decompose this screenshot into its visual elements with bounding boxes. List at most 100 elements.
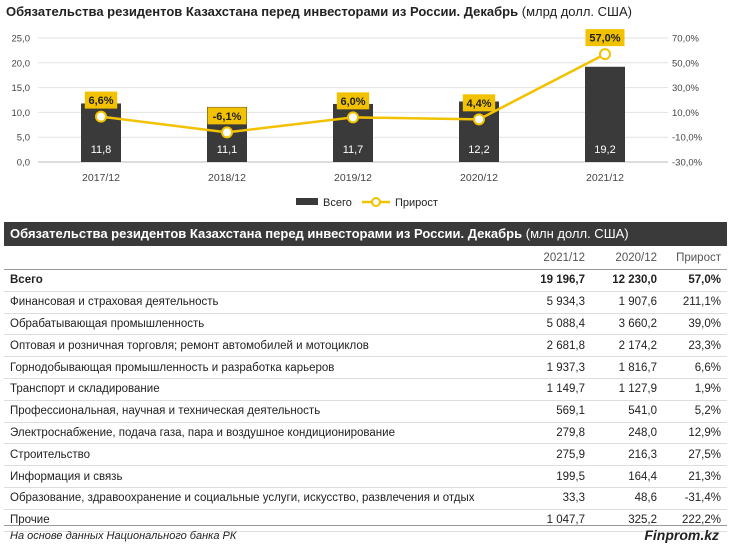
x-tick-label: 2020/12 (460, 172, 498, 184)
y-right-tick-label: 30,0% (672, 83, 699, 94)
col-header-2020: 2020/12 (591, 247, 663, 270)
y-left-tick-label: 15,0 (12, 83, 31, 94)
cell-2020: 12 230,0 (591, 269, 663, 292)
growth-value-label: 6,0% (340, 96, 365, 108)
table-row: Электроснабжение, подача газа, пара и во… (4, 422, 727, 445)
cell-2021: 5 088,4 (519, 313, 591, 336)
cell-2021: 2 681,8 (519, 334, 591, 358)
table-header-row: 2021/12 2020/12 Прирост (4, 247, 727, 270)
cell-2021: 1 149,7 (519, 378, 591, 401)
bar (585, 66, 625, 162)
growth-point (347, 111, 359, 124)
cell-growth: 1,9% (663, 378, 727, 401)
table-title-unit: (млн долл. США) (525, 226, 629, 241)
row-name: Финансовая и страховая деятельность (4, 291, 519, 314)
cell-2020: 48,6 (591, 487, 663, 510)
legend-swatch-bars (296, 198, 318, 205)
cell-2021: 33,3 (519, 487, 591, 510)
growth-label-box (84, 91, 118, 109)
row-name: Образование, здравоохранение и социальны… (4, 487, 519, 510)
cell-2021: 275,9 (519, 443, 591, 467)
table-row: Информация и связь 199,5 164,4 21,3% (4, 465, 727, 488)
table-row: Оптовая и розничная торговля; ремонт авт… (4, 334, 727, 358)
row-name: Всего (4, 269, 519, 292)
table-title-main: Обязательства резидентов Казахстана пере… (10, 226, 523, 241)
row-name: Профессиональная, научная и техническая … (4, 400, 519, 423)
row-name: Строительство (4, 443, 519, 467)
data-table: 2021/12 2020/12 Прирост Всего 19 196,7 12 … (4, 247, 727, 532)
table-row-total: Всего 19 196,7 12 230,0 57,0% (4, 269, 727, 292)
growth-point (221, 126, 233, 139)
cell-growth: 12,9% (663, 422, 727, 445)
cell-growth: 5,2% (663, 400, 727, 423)
cell-2021: 569,1 (519, 400, 591, 423)
x-tick-label: 2018/12 (208, 172, 246, 184)
x-tick-label: 2021/12 (586, 172, 624, 184)
y-left-tick-label: 5,0 (17, 133, 30, 144)
y-left-tick-label: 20,0 (12, 58, 31, 69)
y-left-tick-label: 25,0 (12, 34, 31, 45)
cell-2020: 541,0 (591, 400, 663, 423)
cell-2021: 1 937,3 (519, 356, 591, 379)
growth-point (473, 113, 485, 126)
y-left-tick-label: 0,0 (17, 158, 30, 169)
cell-2021: 199,5 (519, 465, 591, 488)
y-right-tick-label: -30,0% (672, 158, 703, 169)
col-header-2021: 2021/12 (519, 247, 591, 270)
y-right-tick-label: 50,0% (672, 58, 699, 69)
table-row: Обрабатывающая промышленность 5 088,4 3 66… (4, 313, 727, 336)
bar-value-label: 12,2 (468, 144, 489, 156)
cell-2020: 248,0 (591, 422, 663, 445)
cell-growth: 211,1% (663, 291, 727, 314)
col-header-growth: Прирост (663, 247, 727, 270)
row-name: Транспорт и складирование (4, 378, 519, 401)
cell-2021: 19 196,7 (519, 269, 591, 292)
y-right-tick-label: 70,0% (672, 34, 699, 45)
cell-growth: 27,5% (663, 443, 727, 467)
cell-growth: 21,3% (663, 465, 727, 488)
growth-value-label: 57,0% (589, 33, 620, 45)
growth-value-label: 6,6% (88, 95, 113, 107)
table-row: Финансовая и страховая деятельность 5 934… (4, 291, 727, 314)
legend-label-bars: Всего (323, 197, 352, 209)
y-left-tick-label: 10,0 (12, 108, 31, 119)
cell-2020: 216,3 (591, 443, 663, 467)
table-row: Образование, здравоохранение и социальны… (4, 487, 727, 510)
growth-label-box (336, 92, 370, 110)
cell-growth: 23,3% (663, 334, 727, 358)
row-name: Горнодобывающая промышленность и разрабо… (4, 356, 519, 379)
row-name: Электроснабжение, подача газа, пара и во… (4, 422, 519, 445)
cell-2020: 3 660,2 (591, 313, 663, 336)
table-body: Всего 19 196,7 12 230,0 57,0% Финансовая и с… (4, 269, 727, 532)
footer: На основе данных Национального банка РК … (4, 525, 727, 544)
table-title-band: Обязательства резидентов Казахстана пере… (4, 222, 727, 246)
row-name: Информация и связь (4, 465, 519, 488)
chart-title: Обязательства резидентов Казахстана пере… (6, 4, 632, 19)
cell-growth: 6,6% (663, 356, 727, 379)
cell-2020: 164,4 (591, 465, 663, 488)
table-row: Профессиональная, научная и техническая … (4, 400, 727, 423)
cell-2020: 2 174,2 (591, 334, 663, 358)
cell-2021: 279,8 (519, 422, 591, 445)
combo-chart: 0,0 5,0 10,0 15,0 20,0 25,0 -30,0% -10,0% 10,0% 3… (12, 29, 703, 209)
cell-growth: -31,4% (663, 487, 727, 510)
table-row: Транспорт и складирование 1 149,7 1 127,9 1… (4, 378, 727, 401)
cell-2020: 1 816,7 (591, 356, 663, 379)
growth-point (599, 48, 611, 61)
bar-value-label: 11,1 (217, 144, 238, 156)
table-row: Горнодобывающая промышленность и разрабо… (4, 356, 727, 379)
growth-label-box (462, 94, 496, 112)
chart-title-main: Обязательства резидентов Казахстана пере… (6, 4, 519, 19)
cell-2021: 5 934,3 (519, 291, 591, 314)
y-right-tick-label: 10,0% (672, 108, 699, 119)
growth-label-box (207, 107, 247, 125)
cell-growth: 57,0% (663, 269, 727, 292)
row-name: Обрабатывающая промышленность (4, 313, 519, 336)
brand-logo: Finprom.kz (644, 527, 719, 543)
bar-value-label: 11,7 (343, 144, 364, 156)
legend-swatch-marker (371, 197, 381, 207)
growth-value-label: 4,4% (466, 98, 491, 110)
growth-label-box (585, 29, 625, 47)
bar-value-label: 19,2 (594, 144, 615, 156)
growth-point (95, 110, 107, 123)
